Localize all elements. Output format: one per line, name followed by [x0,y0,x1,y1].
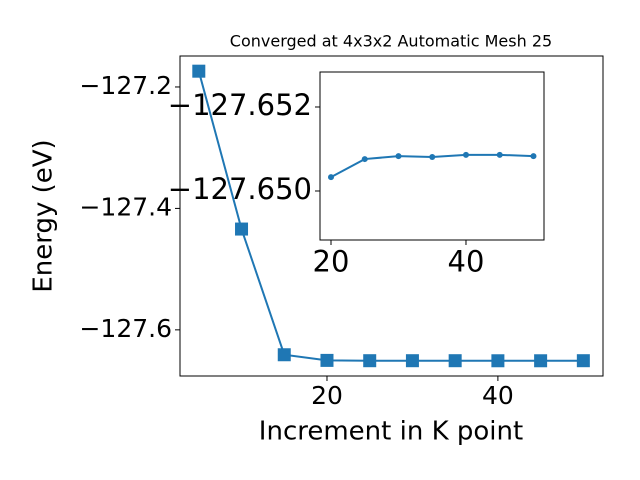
data-point [277,348,291,362]
data-point [448,354,462,368]
data-point [361,156,368,163]
data-point [576,354,590,368]
data-point [328,174,335,181]
data-line [197,70,584,362]
data-point [192,64,206,78]
y-axis-label: Energy (eV) [29,139,59,292]
data-point [395,153,402,160]
data-point [491,354,505,368]
data-point [363,354,377,368]
x-tick-label: 40 [448,244,485,278]
data-point [235,222,249,236]
y-tick-label: −127.6 [79,314,172,343]
x-axis-label: Increment in K point [259,417,523,447]
data-point [534,354,548,368]
y-tick-label: −127.650 [168,172,312,206]
data-point [429,153,436,160]
data-point [405,354,419,368]
data-point [462,151,469,158]
x-tick-label: 20 [313,244,350,278]
x-tick-label: 20 [311,381,343,410]
y-tick-label: −127.2 [79,71,172,100]
y-tick-label: −127.4 [79,192,172,221]
chart-title: Converged at 4x3x2 Automatic Mesh 25 [230,32,552,51]
x-tick-label: 40 [482,381,514,410]
data-point [530,153,537,160]
data-point [320,353,334,367]
data-point [496,151,503,158]
y-tick-label: −127.652 [168,88,312,122]
